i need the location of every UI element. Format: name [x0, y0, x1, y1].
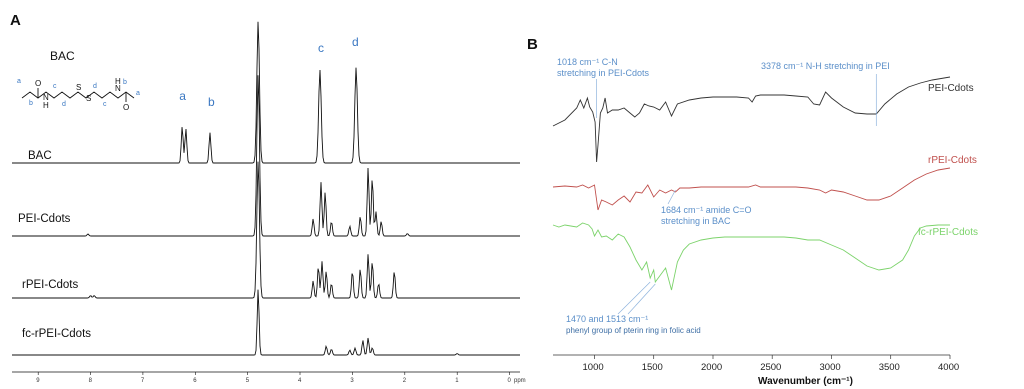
nmr-tick-label: 0 [508, 378, 512, 384]
bac-structure-title: BAC [50, 49, 75, 63]
bac-pos-a-right: a [136, 90, 140, 97]
ir-series-label-1: PEI-Cdots [928, 83, 974, 94]
nmr-trace-2 [12, 75, 520, 237]
ir-annotation-co-line2: stretching in BAC [661, 216, 731, 226]
bac-atom-n1: N [43, 93, 49, 102]
ir-annotation-co-line1: 1684 cm⁻¹ amide C=O [661, 205, 752, 215]
bac-pos-d-right: d [93, 83, 97, 90]
ir-tick-label: 3500 [879, 362, 900, 373]
nmr-tick-label: 5 [246, 378, 250, 384]
ir-annotation-phenyl-arrow-1 [617, 281, 651, 315]
nmr-x-axis: 9 8 7 6 5 4 3 2 1 0 ppm [12, 371, 526, 384]
ir-annotation-cn-line1: 1018 cm⁻¹ C-N [557, 57, 618, 67]
nmr-tick-label: 1 [455, 378, 459, 384]
bac-pos-a-left: a [17, 78, 21, 85]
ir-tick-label: 2000 [701, 362, 722, 373]
panel-letter-a: A [10, 12, 21, 29]
ir-trace-1 [552, 76, 951, 163]
nmr-trace-3 [12, 161, 520, 299]
ir-tick-label: 1500 [642, 362, 663, 373]
ir-annotation-nh: 3378 cm⁻¹ N-H stretching in PEI [761, 61, 890, 71]
bac-structure: BAC O N H S S N H O a b c d d c b a [17, 49, 140, 112]
bac-atom-s2: S [86, 94, 91, 103]
bac-atom-n2: N [115, 84, 121, 93]
ir-annotation-phenyl-arrow-2 [627, 283, 656, 315]
nmr-tick-label: 8 [89, 378, 93, 384]
bac-pos-b-right: b [123, 79, 127, 86]
ir-trace-2 [552, 167, 951, 211]
ir-tick-label: 1000 [583, 362, 604, 373]
nmr-unit-label: ppm [514, 378, 526, 384]
bac-pos-d-left: d [62, 101, 66, 108]
nmr-series-label-2: PEI-Cdots [18, 213, 71, 225]
nmr-peak-label-d: d [352, 35, 359, 49]
ir-traces [552, 76, 951, 291]
nmr-tick-label: 3 [350, 378, 354, 384]
ir-tick-label: 2500 [760, 362, 781, 373]
ir-tick-label: 3000 [820, 362, 841, 373]
bac-atom-o2: O [123, 103, 129, 112]
ir-annotation-phenyl-line2: phenyl group of pterin ring in folic aci… [566, 326, 701, 335]
bac-atom-h2: H [115, 77, 121, 86]
nmr-tick-label: 6 [193, 378, 197, 384]
ir-series-label-2: rPEI-Cdots [928, 155, 977, 166]
nmr-tick-label: 2 [403, 378, 407, 384]
nmr-peak-label-c: c [318, 41, 324, 55]
bac-atom-s1: S [76, 83, 81, 92]
nmr-traces [12, 21, 520, 356]
ir-tick-label: 4000 [938, 362, 959, 373]
ir-series-label-3: fc-rPEI-Cdots [918, 227, 978, 238]
ir-annotation-phenyl-line1: 1470 and 1513 cm⁻¹ [566, 314, 648, 324]
ir-trace-3 [552, 222, 950, 291]
ir-x-axis-label: Wavenumber (cm⁻¹) [758, 376, 853, 387]
bac-pos-c-left: c [53, 83, 57, 90]
nmr-series-label-3: rPEI-Cdots [22, 279, 78, 291]
ir-annotation-co-arrow [667, 189, 676, 205]
nmr-peak-labels: a b c d [179, 35, 358, 109]
bac-atom-o1: O [35, 79, 41, 88]
nmr-series-label-1: BAC [28, 150, 52, 162]
bac-pos-b-left: b [29, 100, 33, 107]
ir-annotation-cn-line2: stretching in PEI-Cdots [557, 68, 650, 78]
bac-pos-c-right: c [103, 101, 107, 108]
nmr-series-labels: BAC PEI-Cdots rPEI-Cdots fc-rPEI-Cdots [18, 150, 91, 340]
nmr-trace-4 [12, 289, 520, 356]
nmr-trace-1 [12, 21, 520, 164]
ir-x-axis: 1000 1500 2000 2500 3000 3500 4000 [553, 354, 959, 373]
ir-series-labels: PEI-Cdots rPEI-Cdots fc-rPEI-Cdots [918, 83, 978, 238]
bac-atom-h1: H [43, 101, 49, 110]
nmr-peak-label-b: b [208, 95, 215, 109]
nmr-tick-label: 7 [141, 378, 145, 384]
nmr-tick-label: 4 [298, 378, 302, 384]
nmr-peak-label-a: a [179, 89, 186, 103]
nmr-series-label-4: fc-rPEI-Cdots [22, 328, 91, 340]
bac-backbone [21, 91, 135, 99]
nmr-tick-label: 9 [36, 378, 40, 384]
panel-letter-b: B [527, 36, 538, 53]
